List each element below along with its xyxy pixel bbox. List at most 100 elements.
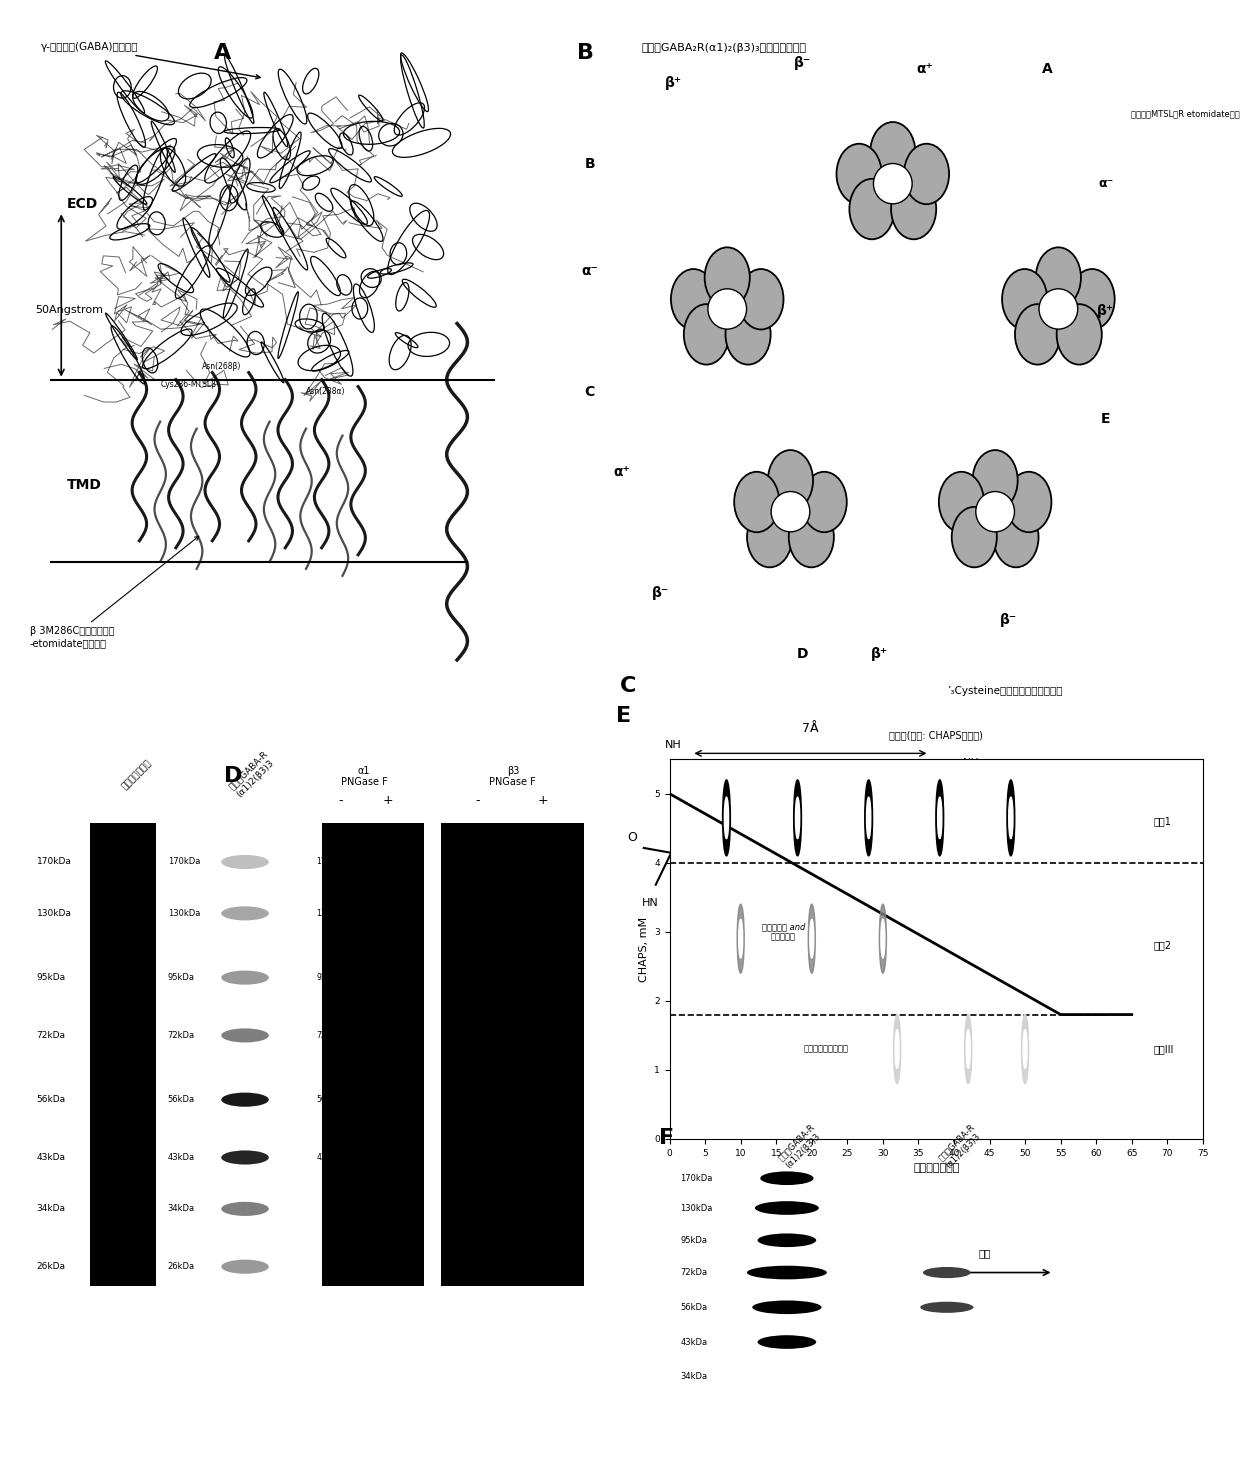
Text: F: F bbox=[658, 1129, 675, 1149]
Ellipse shape bbox=[221, 1260, 269, 1273]
Circle shape bbox=[867, 797, 870, 838]
Ellipse shape bbox=[1070, 269, 1115, 330]
Text: 43kDa: 43kDa bbox=[37, 1153, 66, 1162]
Text: 43kDa: 43kDa bbox=[681, 1337, 707, 1346]
Text: 阶段2: 阶段2 bbox=[1153, 940, 1171, 950]
Ellipse shape bbox=[1002, 269, 1048, 330]
Ellipse shape bbox=[746, 507, 792, 568]
Text: 56kDa: 56kDa bbox=[37, 1095, 66, 1104]
Text: β3
PNGase F: β3 PNGase F bbox=[490, 765, 536, 787]
Text: 清洁补威，自由标记: 清洁补威，自由标记 bbox=[804, 1044, 848, 1054]
Text: 130kDa: 130kDa bbox=[681, 1203, 713, 1212]
Circle shape bbox=[966, 1029, 970, 1069]
Circle shape bbox=[737, 904, 744, 974]
Text: Asn(238α): Asn(238α) bbox=[306, 387, 346, 396]
Text: 阶段1: 阶段1 bbox=[1153, 816, 1171, 826]
Ellipse shape bbox=[939, 472, 985, 533]
Circle shape bbox=[794, 780, 801, 856]
Circle shape bbox=[723, 780, 730, 856]
Text: 170kDa: 170kDa bbox=[167, 857, 200, 866]
Ellipse shape bbox=[734, 472, 779, 533]
Circle shape bbox=[895, 1029, 899, 1069]
Ellipse shape bbox=[837, 143, 882, 204]
Text: β 3M286C自旋标记位点
-etomidate靶向靶位: β 3M286C自旋标记位点 -etomidate靶向靶位 bbox=[30, 536, 198, 648]
Text: α⁻: α⁻ bbox=[582, 264, 598, 277]
Circle shape bbox=[965, 1015, 972, 1083]
Text: -: - bbox=[339, 794, 342, 807]
Circle shape bbox=[1007, 780, 1014, 856]
Text: 市售的GABA-R
(α1)2(β3)3: 市售的GABA-R (α1)2(β3)3 bbox=[776, 1123, 823, 1169]
Text: -: - bbox=[475, 794, 480, 807]
Text: A: A bbox=[215, 44, 232, 63]
Ellipse shape bbox=[1016, 304, 1060, 365]
Text: 95kDa: 95kDa bbox=[37, 974, 66, 983]
Text: 可能的GABA₂R(α1)₂(β3)₃亚基组成、排列: 可能的GABA₂R(α1)₂(β3)₃亚基组成、排列 bbox=[641, 42, 806, 53]
Ellipse shape bbox=[771, 492, 810, 531]
Text: 阶段III: 阶段III bbox=[1153, 1044, 1173, 1054]
Text: NH: NH bbox=[665, 740, 682, 750]
Text: 72kDa: 72kDa bbox=[167, 1031, 195, 1040]
Ellipse shape bbox=[758, 1336, 816, 1349]
Text: O: O bbox=[627, 831, 637, 844]
Text: 95kDa: 95kDa bbox=[681, 1235, 707, 1245]
Circle shape bbox=[1023, 1029, 1027, 1069]
Circle shape bbox=[937, 797, 942, 838]
Ellipse shape bbox=[923, 1267, 971, 1278]
Text: 170kDa: 170kDa bbox=[37, 857, 72, 866]
Circle shape bbox=[1008, 797, 1013, 838]
Ellipse shape bbox=[870, 123, 915, 182]
X-axis label: 洗脱时居，分钟: 洗脱时居，分钟 bbox=[913, 1164, 960, 1172]
Text: 34kDa: 34kDa bbox=[681, 1372, 707, 1381]
Text: E: E bbox=[616, 707, 631, 726]
Text: 170kDa: 170kDa bbox=[316, 857, 346, 866]
Ellipse shape bbox=[920, 1302, 973, 1313]
Text: 34kDa: 34kDa bbox=[37, 1204, 66, 1213]
Text: C: C bbox=[584, 385, 595, 399]
Text: 72kDa: 72kDa bbox=[316, 1031, 341, 1040]
Ellipse shape bbox=[221, 907, 269, 920]
Text: 7Å: 7Å bbox=[802, 723, 818, 736]
Text: D: D bbox=[797, 647, 808, 661]
Text: C: C bbox=[620, 676, 636, 695]
Text: 26kDa: 26kDa bbox=[37, 1263, 66, 1272]
Ellipse shape bbox=[849, 178, 894, 239]
Circle shape bbox=[864, 780, 873, 856]
Text: MTSL: MTSL bbox=[810, 907, 847, 920]
Text: D: D bbox=[224, 765, 242, 785]
Circle shape bbox=[810, 920, 813, 958]
Ellipse shape bbox=[221, 856, 269, 869]
Ellipse shape bbox=[789, 507, 833, 568]
Ellipse shape bbox=[952, 507, 997, 568]
Text: 混合物(期间: CHAPS、蓝色): 混合物(期间: CHAPS、蓝色) bbox=[889, 730, 983, 740]
Text: TMD: TMD bbox=[67, 477, 102, 492]
Ellipse shape bbox=[671, 269, 715, 330]
Text: 市售的随机对照: 市售的随机对照 bbox=[120, 758, 153, 791]
Ellipse shape bbox=[725, 304, 770, 365]
Text: 纯化的GABA-R
(α1)2(β3)3: 纯化的GABA-R (α1)2(β3)3 bbox=[936, 1123, 983, 1169]
Text: O: O bbox=[1027, 799, 1035, 807]
Ellipse shape bbox=[1035, 247, 1081, 308]
Bar bbox=[322, 823, 424, 1286]
Text: α⁻: α⁻ bbox=[1097, 177, 1114, 190]
Bar bbox=[441, 823, 584, 1286]
Ellipse shape bbox=[221, 1202, 269, 1216]
Text: 72kDa: 72kDa bbox=[37, 1031, 66, 1040]
Ellipse shape bbox=[972, 450, 1018, 511]
Ellipse shape bbox=[993, 507, 1039, 568]
Ellipse shape bbox=[904, 143, 949, 204]
Circle shape bbox=[936, 780, 944, 856]
Circle shape bbox=[795, 797, 800, 838]
Text: B: B bbox=[584, 156, 595, 171]
Text: 纯化的GABA-R
(α1)2(β3)3: 纯化的GABA-R (α1)2(β3)3 bbox=[227, 749, 277, 799]
Ellipse shape bbox=[221, 1028, 269, 1042]
Text: +: + bbox=[383, 794, 393, 807]
Text: 56kDa: 56kDa bbox=[316, 1095, 341, 1104]
Ellipse shape bbox=[758, 1234, 816, 1247]
Text: γ-氨基丁酸(GABA)结合位点: γ-氨基丁酸(GABA)结合位点 bbox=[41, 42, 260, 79]
Ellipse shape bbox=[892, 178, 936, 239]
Ellipse shape bbox=[1039, 289, 1078, 329]
Text: 56kDa: 56kDa bbox=[167, 1095, 195, 1104]
Text: B: B bbox=[577, 42, 594, 63]
Ellipse shape bbox=[708, 289, 746, 329]
Ellipse shape bbox=[976, 492, 1014, 531]
